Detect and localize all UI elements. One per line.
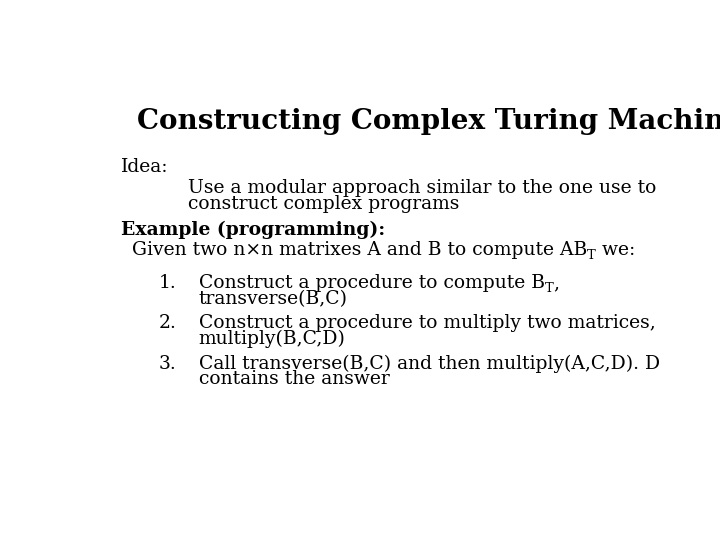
Text: 2.: 2.: [158, 314, 176, 332]
Text: Call transverse(B,C) and then multiply(A,C,D). D: Call transverse(B,C) and then multiply(A…: [199, 355, 660, 373]
Text: we:: we:: [596, 241, 635, 259]
Text: Constructing Complex Turing Machines: Constructing Complex Turing Machines: [138, 109, 720, 136]
Text: Use a modular approach similar to the one use to: Use a modular approach similar to the on…: [188, 179, 656, 197]
Text: Example (programming):: Example (programming):: [121, 221, 385, 239]
Text: Given two n×n matrixes A and B to compute AB: Given two n×n matrixes A and B to comput…: [132, 241, 587, 259]
Text: T: T: [587, 249, 596, 262]
Text: ,: ,: [554, 274, 559, 292]
Text: T: T: [587, 249, 596, 262]
Text: construct complex programs: construct complex programs: [188, 195, 459, 213]
Text: multiply(B,C,D): multiply(B,C,D): [199, 330, 346, 348]
Text: T: T: [545, 282, 554, 295]
Text: Construct a procedure to multiply two matrices,: Construct a procedure to multiply two ma…: [199, 314, 655, 332]
Text: 3.: 3.: [158, 355, 176, 373]
Text: Construct a procedure to compute B: Construct a procedure to compute B: [199, 274, 545, 292]
Text: 1.: 1.: [158, 274, 176, 292]
Text: transverse(B,C): transverse(B,C): [199, 290, 348, 308]
Text: Idea:: Idea:: [121, 158, 168, 177]
Text: contains the answer: contains the answer: [199, 370, 390, 388]
Text: T: T: [545, 282, 554, 295]
